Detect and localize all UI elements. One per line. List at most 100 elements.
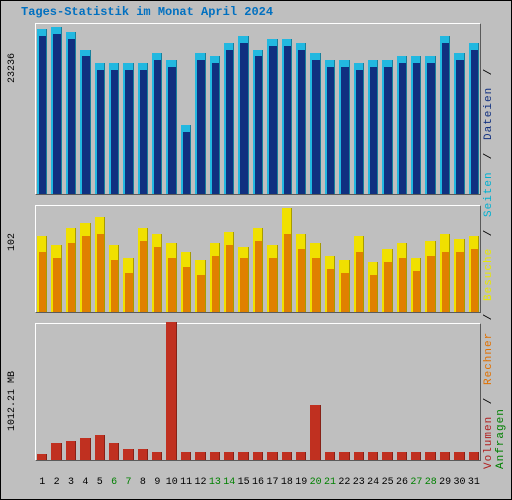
bar bbox=[240, 43, 247, 194]
x-tick: 22 bbox=[337, 477, 351, 493]
bar bbox=[97, 234, 104, 312]
legend-rechner: Rechner bbox=[483, 330, 495, 387]
bar bbox=[109, 443, 119, 460]
bar bbox=[66, 441, 76, 460]
bar bbox=[427, 63, 434, 194]
x-tick: 16 bbox=[251, 477, 265, 493]
bar bbox=[181, 452, 191, 460]
bar bbox=[123, 449, 133, 460]
bar bbox=[238, 452, 248, 460]
bar bbox=[125, 70, 132, 194]
bar bbox=[298, 249, 305, 312]
bar bbox=[442, 252, 449, 312]
bar bbox=[125, 273, 132, 312]
bar bbox=[413, 271, 420, 312]
bar bbox=[168, 258, 175, 312]
ylabel-mid: 102 bbox=[7, 233, 18, 251]
bar bbox=[368, 452, 378, 460]
bar bbox=[442, 43, 449, 194]
x-tick: 5 bbox=[93, 477, 107, 493]
x-tick: 14 bbox=[222, 477, 236, 493]
x-tick: 13 bbox=[208, 477, 222, 493]
bar bbox=[298, 50, 305, 194]
bar bbox=[341, 67, 348, 194]
x-tick: 26 bbox=[395, 477, 409, 493]
bar bbox=[284, 46, 291, 194]
legend-sep: / bbox=[483, 303, 495, 330]
x-tick: 4 bbox=[78, 477, 92, 493]
bar bbox=[312, 60, 319, 194]
x-tick: 18 bbox=[280, 477, 294, 493]
bar bbox=[356, 252, 363, 312]
bar bbox=[411, 452, 421, 460]
x-tick: 11 bbox=[179, 477, 193, 493]
bar bbox=[53, 34, 60, 194]
x-tick: 23 bbox=[352, 477, 366, 493]
x-tick: 20 bbox=[308, 477, 322, 493]
x-tick: 31 bbox=[467, 477, 481, 493]
bar bbox=[327, 67, 334, 194]
bar bbox=[255, 241, 262, 312]
bar bbox=[152, 452, 162, 460]
bar bbox=[166, 322, 176, 460]
bar bbox=[284, 234, 291, 312]
bar bbox=[282, 452, 292, 460]
panel-volume bbox=[35, 323, 481, 461]
panel-requests-files-pages bbox=[35, 23, 481, 195]
bar bbox=[53, 258, 60, 312]
bar bbox=[312, 258, 319, 312]
x-tick: 2 bbox=[49, 477, 63, 493]
bar bbox=[370, 275, 377, 312]
bar bbox=[95, 435, 105, 460]
bar bbox=[37, 454, 47, 460]
bar bbox=[183, 132, 190, 194]
bar bbox=[341, 273, 348, 312]
legend-sep: / bbox=[483, 142, 495, 169]
bar bbox=[253, 452, 263, 460]
bar bbox=[325, 452, 335, 460]
x-tick: 30 bbox=[452, 477, 466, 493]
bar bbox=[111, 260, 118, 312]
bar bbox=[427, 256, 434, 312]
bar bbox=[269, 46, 276, 194]
bar bbox=[384, 262, 391, 312]
bar bbox=[39, 252, 46, 312]
bar bbox=[195, 452, 205, 460]
bar bbox=[111, 70, 118, 194]
bar bbox=[356, 70, 363, 194]
x-tick: 25 bbox=[380, 477, 394, 493]
right-legend: Volumen / Rechner / Besuche / Seiten / D… bbox=[483, 1, 507, 471]
bar bbox=[212, 63, 219, 194]
bar bbox=[382, 452, 392, 460]
bar bbox=[226, 50, 233, 194]
bar bbox=[140, 241, 147, 312]
bar bbox=[210, 452, 220, 460]
bar bbox=[456, 60, 463, 194]
bar bbox=[413, 63, 420, 194]
legend-anfragen: Anfragen bbox=[495, 406, 507, 471]
x-tick: 6 bbox=[107, 477, 121, 493]
ylabel-top: 23236 bbox=[7, 53, 18, 83]
bar bbox=[154, 60, 161, 194]
x-tick: 28 bbox=[424, 477, 438, 493]
bar bbox=[469, 452, 479, 460]
panel-visits-hosts bbox=[35, 205, 481, 313]
bar bbox=[310, 405, 320, 460]
bar bbox=[138, 449, 148, 460]
x-tick: 12 bbox=[193, 477, 207, 493]
bar bbox=[425, 452, 435, 460]
x-tick: 10 bbox=[165, 477, 179, 493]
legend-seiten: Seiten bbox=[483, 169, 495, 219]
legend-sep: / bbox=[483, 66, 495, 85]
bar bbox=[454, 452, 464, 460]
x-tick: 15 bbox=[236, 477, 250, 493]
x-axis-days: 1234567891011121314151617181920212223242… bbox=[35, 477, 481, 493]
legend-dateien: Dateien bbox=[483, 85, 495, 142]
bar bbox=[97, 70, 104, 194]
bar bbox=[140, 70, 147, 194]
bar bbox=[456, 252, 463, 312]
bar bbox=[397, 452, 407, 460]
legend-volumen: Volumen bbox=[483, 414, 495, 471]
x-tick: 3 bbox=[64, 477, 78, 493]
x-tick: 17 bbox=[265, 477, 279, 493]
